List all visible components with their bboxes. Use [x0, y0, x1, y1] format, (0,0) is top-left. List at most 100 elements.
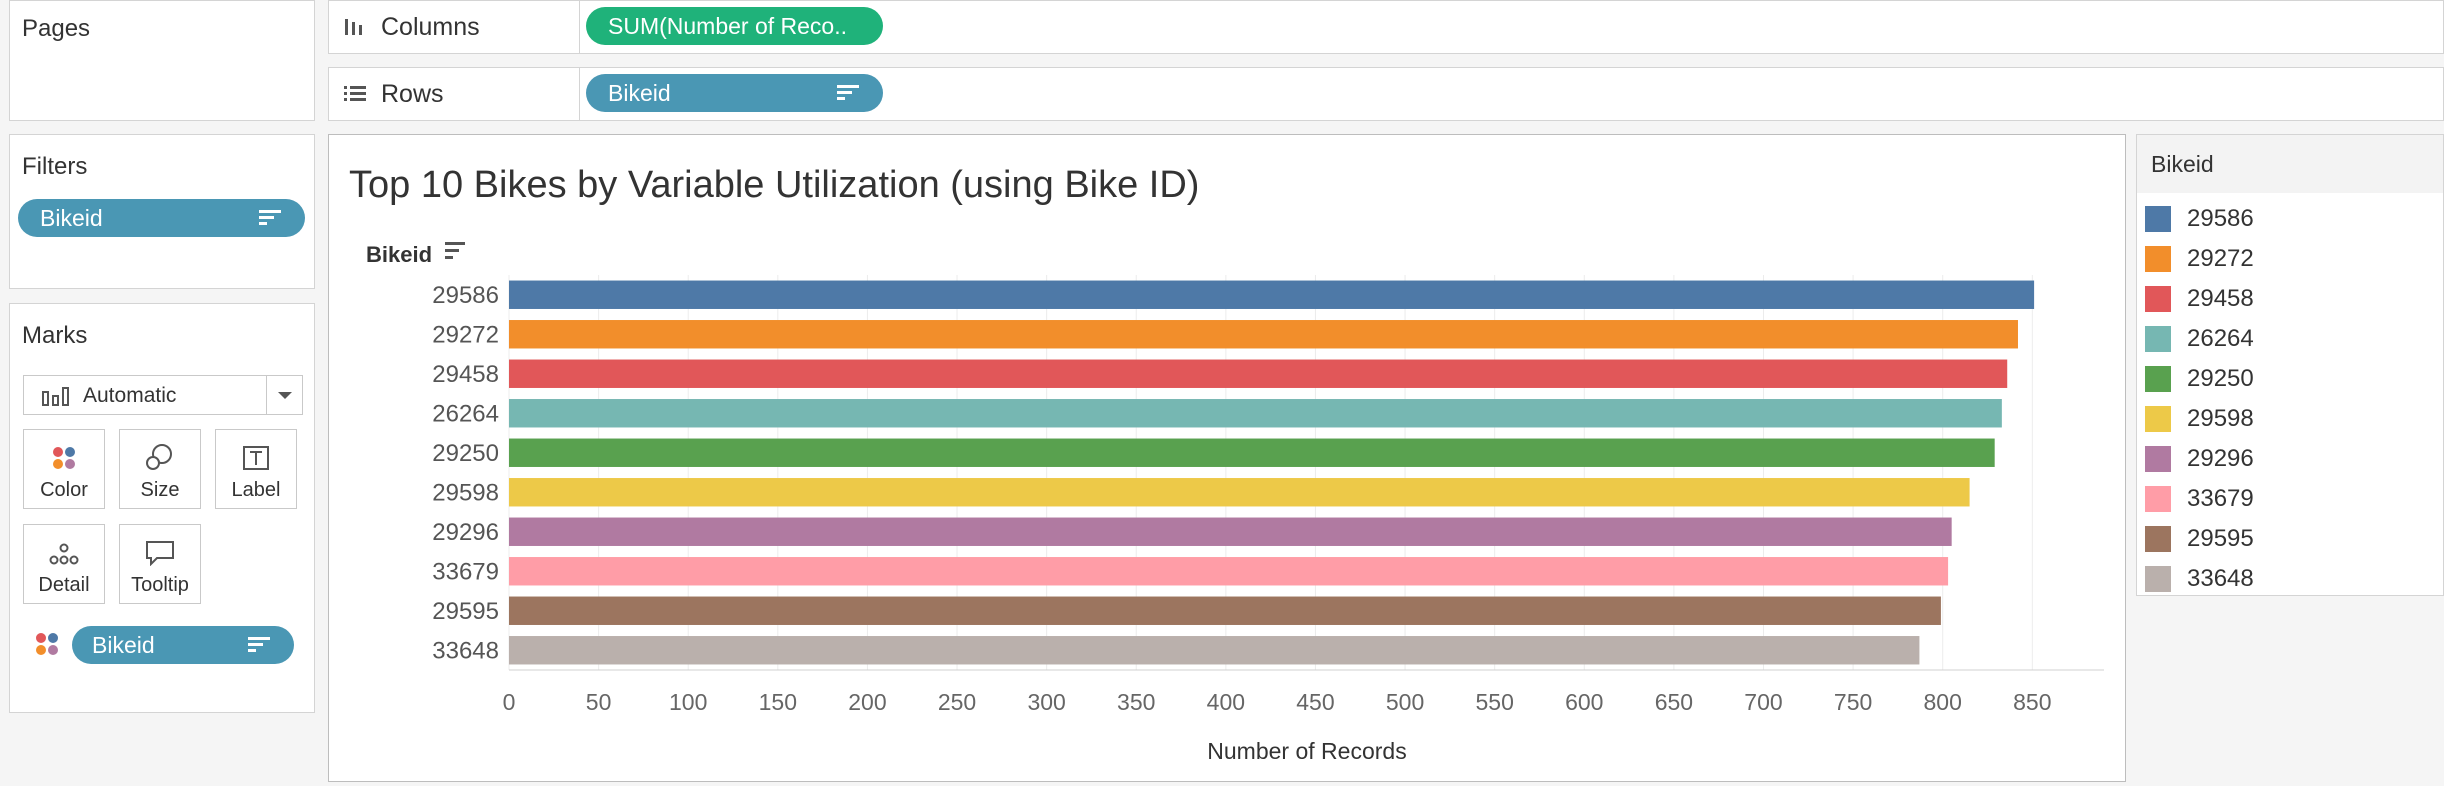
rows-shelf[interactable]: Rows Bikeid: [328, 67, 2444, 121]
bar-29296: [509, 517, 1952, 546]
legend-label: 33648: [2187, 565, 2254, 592]
legend-label: 29586: [2187, 205, 2254, 232]
x-tick-label: 400: [1207, 689, 1245, 715]
size-button[interactable]: Size: [119, 429, 201, 509]
columns-pill-label: SUM(Number of Reco..: [608, 12, 848, 39]
legend-item[interactable]: 33679: [2145, 483, 2254, 515]
pages-panel[interactable]: Pages: [9, 0, 315, 121]
legend-item[interactable]: 33648: [2145, 563, 2254, 595]
y-tick-label: 29250: [432, 440, 499, 467]
x-tick-label: 150: [759, 689, 797, 715]
filter-pill-label: Bikeid: [40, 204, 103, 231]
legend-item[interactable]: 29586: [2145, 203, 2254, 235]
bar-29586: [509, 280, 2035, 309]
legend-label: 29595: [2187, 525, 2254, 552]
x-tick-label: 550: [1475, 689, 1513, 715]
legend-title: Bikeid: [2151, 151, 2214, 177]
legend-item[interactable]: 29272: [2145, 243, 2254, 275]
columns-shelf[interactable]: Columns SUM(Number of Reco..: [328, 0, 2444, 54]
tooltip-button[interactable]: Tooltip: [119, 524, 201, 604]
chart-view[interactable]: Top 10 Bikes by Variable Utilization (us…: [328, 134, 2126, 782]
legend-label: 29296: [2187, 445, 2254, 472]
y-tick-label: 33648: [432, 637, 499, 664]
rows-icon: [344, 86, 366, 101]
y-tick-label: 26264: [432, 400, 499, 427]
legend-swatch: [2145, 566, 2171, 592]
legend-label: 29272: [2187, 245, 2254, 272]
bar-29595: [509, 596, 1941, 625]
legend-label: 29598: [2187, 405, 2254, 432]
x-tick-label: 250: [938, 689, 976, 715]
bar-33648: [509, 636, 1920, 665]
bar-33679: [509, 557, 1949, 586]
legend-swatch: [2145, 286, 2171, 312]
x-tick-label: 450: [1296, 689, 1334, 715]
legend-label: 29458: [2187, 285, 2254, 312]
legend-item[interactable]: 29250: [2145, 363, 2254, 395]
rows-label-text: Rows: [381, 79, 444, 108]
legend-swatch: [2145, 446, 2171, 472]
bar-26264: [509, 399, 2002, 428]
legend-swatch: [2145, 406, 2171, 432]
legend-swatch: [2145, 246, 2171, 272]
y-tick-label: 29595: [432, 598, 499, 625]
text-label-icon: [243, 446, 269, 470]
legend-item[interactable]: 29595: [2145, 523, 2254, 555]
legend-label: 29250: [2187, 365, 2254, 392]
tooltip-icon: [146, 541, 174, 566]
y-tick-label: 29458: [432, 361, 499, 388]
sort-descending-icon[interactable]: [837, 85, 861, 101]
size-button-label: Size: [140, 479, 180, 501]
bar-29272: [509, 320, 2018, 349]
marks-color-pill-label: Bikeid: [92, 631, 155, 658]
x-tick-label: 750: [1834, 689, 1872, 715]
y-axis-label: Bikeid: [366, 242, 432, 267]
columns-shelf-label: Columns: [343, 1, 480, 53]
x-tick-label: 0: [503, 689, 516, 715]
legend-swatch: [2145, 326, 2171, 352]
color-legend[interactable]: Bikeid 29586 29272 29458 26264 29250 29598 292…: [2136, 134, 2444, 596]
mark-type-dropdown[interactable]: Automatic: [23, 375, 303, 415]
legend-item[interactable]: 26264: [2145, 323, 2254, 355]
sort-descending-icon[interactable]: [259, 210, 283, 226]
filters-title: Filters: [22, 153, 88, 180]
tooltip-button-label: Tooltip: [131, 574, 189, 596]
color-button[interactable]: Color: [23, 429, 105, 509]
legend-swatch: [2145, 366, 2171, 392]
legend-item[interactable]: 29458: [2145, 283, 2254, 315]
bar-chart: Top 10 Bikes by Variable Utilization (us…: [349, 164, 2104, 764]
filters-panel[interactable]: Filters Bikeid: [9, 134, 315, 289]
bar-29458: [509, 359, 2008, 388]
mark-type-value: Automatic: [83, 384, 177, 407]
y-tick-label: 33679: [432, 558, 499, 585]
legend-item[interactable]: 29598: [2145, 403, 2254, 435]
color-icon: [36, 633, 58, 655]
sort-descending-icon[interactable]: [248, 637, 272, 653]
bar-29250: [509, 438, 1995, 467]
color-icon: [53, 447, 75, 469]
legend-swatch: [2145, 526, 2171, 552]
x-tick-label: 700: [1744, 689, 1782, 715]
legend-swatch: [2145, 206, 2171, 232]
rows-pill-bikeid[interactable]: Bikeid: [586, 74, 883, 112]
chart-title: Top 10 Bikes by Variable Utilization (us…: [349, 164, 1199, 206]
columns-icon: [345, 19, 362, 35]
sort-icon-bar: [445, 256, 453, 259]
legend-item[interactable]: 29296: [2145, 443, 2254, 475]
color-button-label: Color: [40, 479, 88, 501]
legend-swatch: [2145, 486, 2171, 512]
sort-icon-bar: [445, 249, 459, 252]
detail-button[interactable]: Detail: [23, 524, 105, 604]
x-tick-label: 850: [2013, 689, 2051, 715]
marks-panel[interactable]: Marks Automatic Color Size Label: [9, 303, 315, 713]
detail-icon: [49, 543, 79, 565]
x-tick-label: 50: [586, 689, 612, 715]
legend-label: 33679: [2187, 485, 2254, 512]
marks-color-pill-bikeid[interactable]: Bikeid: [72, 626, 294, 664]
x-tick-label: 500: [1386, 689, 1424, 715]
detail-button-label: Detail: [38, 574, 90, 596]
chevron-down-icon[interactable]: [277, 391, 293, 401]
label-button[interactable]: Label: [215, 429, 297, 509]
filter-pill-bikeid[interactable]: Bikeid: [18, 199, 305, 237]
columns-pill-sum-records[interactable]: SUM(Number of Reco..: [586, 7, 883, 45]
